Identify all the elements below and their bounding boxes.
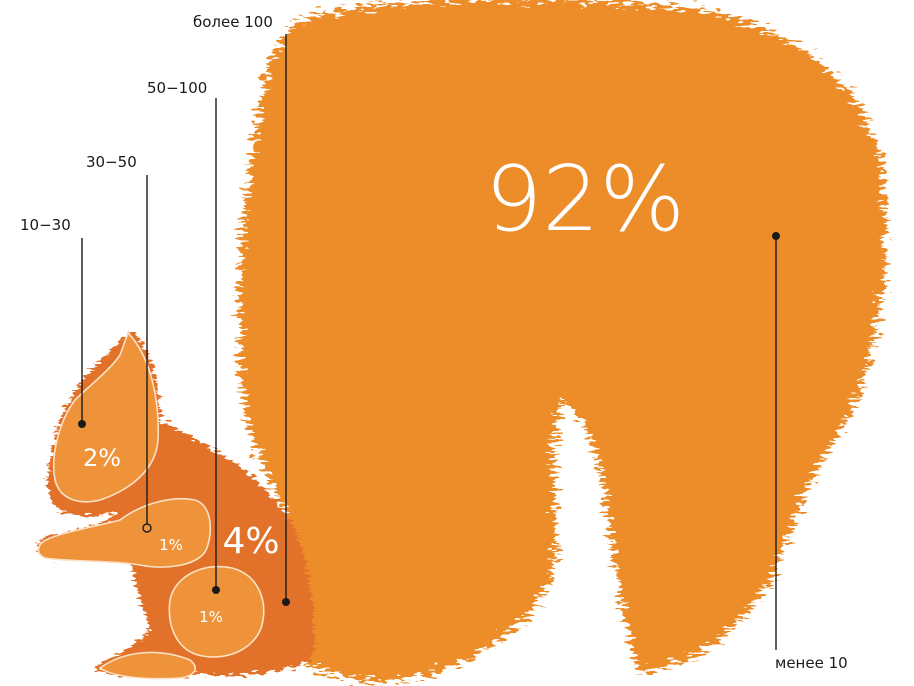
range-label-head: 10−30 — [20, 216, 71, 234]
value-label-tail: 92% — [485, 147, 685, 252]
leader-lines — [78, 34, 780, 650]
value-label-head: 2% — [83, 444, 121, 472]
leader-dot-torso — [282, 598, 290, 606]
leader-dot-thigh — [212, 586, 220, 594]
thigh-part — [168, 565, 265, 658]
paw-part — [37, 497, 212, 568]
range-label-paw: 30−50 — [86, 153, 137, 171]
range-label-torso: более 100 — [193, 13, 273, 31]
value-label-thigh: 1% — [199, 608, 223, 626]
range-label-tail: менее 10 — [775, 654, 848, 672]
range-label-thigh: 50−100 — [147, 79, 207, 97]
foot-part — [98, 651, 196, 680]
tail-shape — [239, 0, 886, 681]
value-label-torso: 4% — [222, 521, 279, 562]
leader-dot-tail — [772, 232, 780, 240]
value-label-paw: 1% — [159, 536, 183, 554]
leader-dot-head — [78, 420, 86, 428]
leader-dot-paw — [142, 523, 152, 533]
head-part — [52, 331, 160, 503]
